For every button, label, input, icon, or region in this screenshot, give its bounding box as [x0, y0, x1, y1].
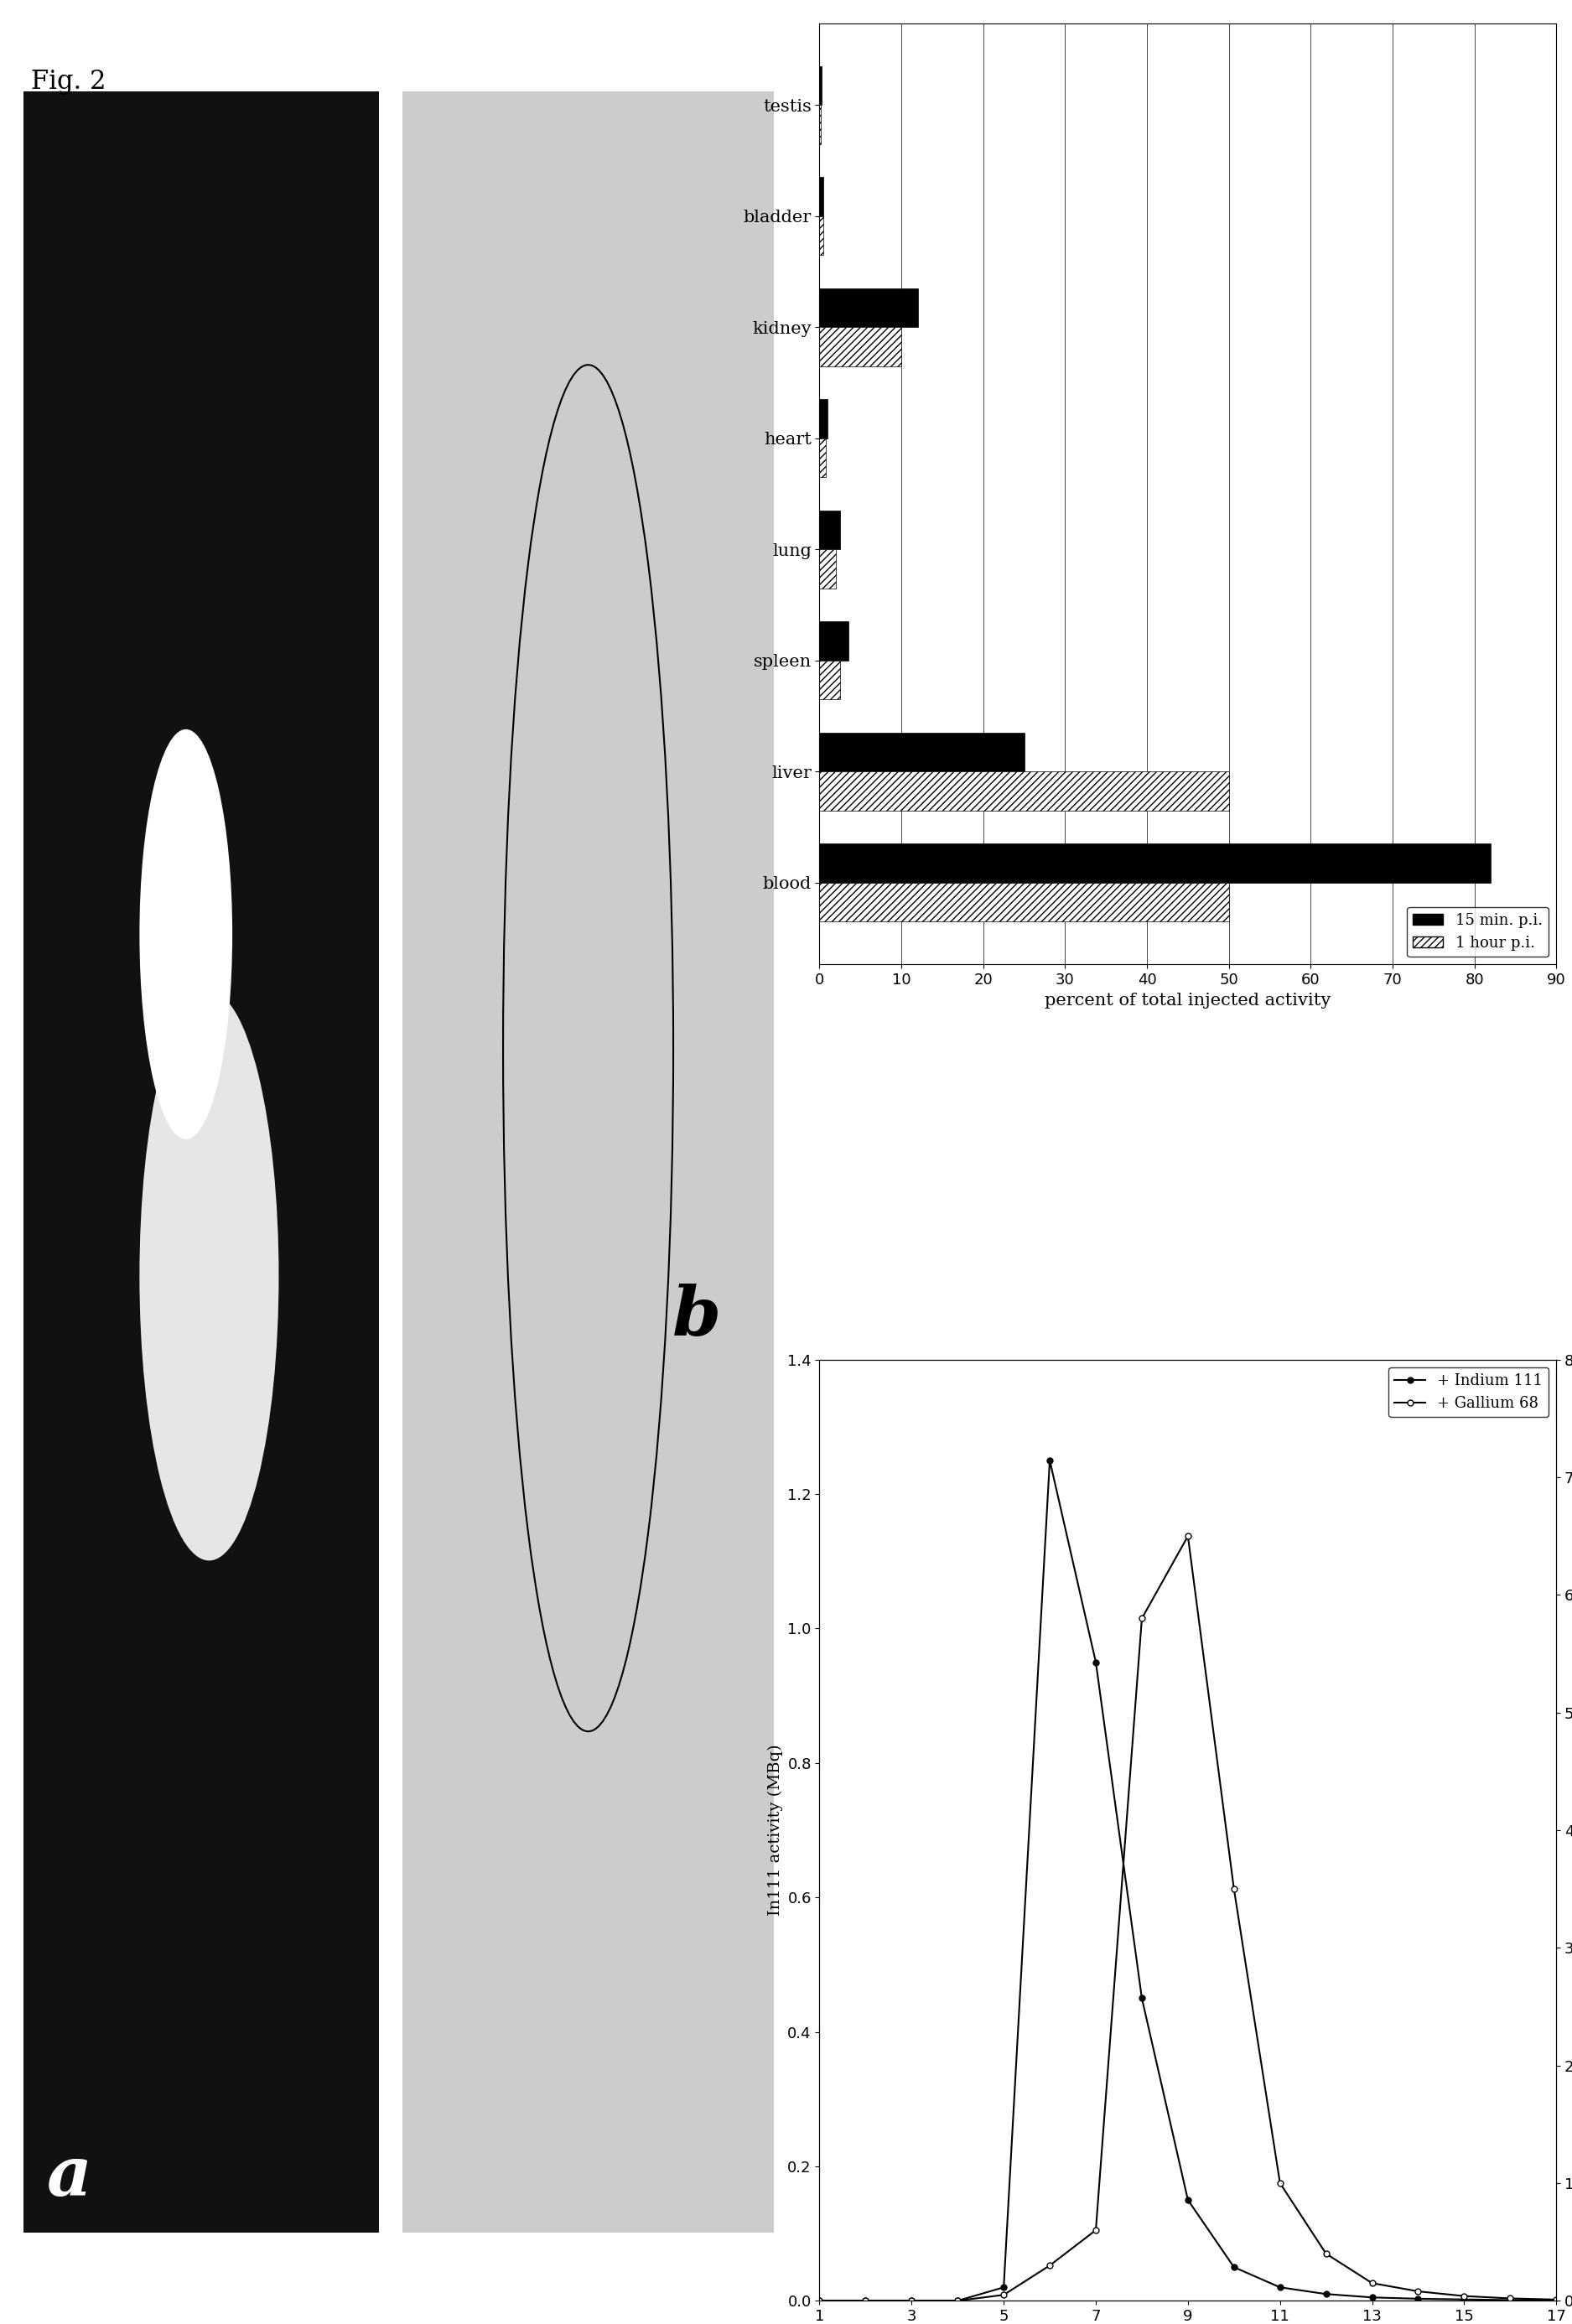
- + Gallium 68: [1454, 2282, 1473, 2310]
- + Indium 111: [1041, 1446, 1060, 1473]
- + Gallium 68: [810, 2287, 828, 2315]
- + Gallium 68: [1317, 2240, 1336, 2268]
- + Gallium 68: [1547, 2284, 1566, 2312]
- + Gallium 68: [1041, 2252, 1060, 2280]
- + Gallium 68: [1501, 2284, 1520, 2312]
- + Gallium 68: [1086, 2217, 1105, 2245]
- + Indium 111: [1225, 2254, 1243, 2282]
- Bar: [819, 105, 821, 144]
- Bar: [819, 883, 1229, 923]
- Text: b: b: [673, 1283, 722, 1350]
- Bar: [819, 772, 1229, 811]
- + Gallium 68: [1179, 1522, 1198, 1550]
- Bar: [24, 91, 379, 2233]
- Legend: + Indium 111, + Gallium 68: + Indium 111, + Gallium 68: [1388, 1367, 1548, 1418]
- Bar: [819, 328, 901, 365]
- Bar: [819, 177, 824, 216]
- Bar: [819, 844, 1490, 883]
- Bar: [819, 548, 836, 588]
- Y-axis label: In111 activity (MBq): In111 activity (MBq): [767, 1745, 783, 1915]
- Bar: [819, 439, 825, 476]
- Line: + Gallium 68: + Gallium 68: [816, 1534, 1559, 2303]
- Bar: [819, 621, 849, 660]
- + Indium 111: [1179, 2187, 1198, 2215]
- + Indium 111: [1086, 1648, 1105, 1676]
- + Gallium 68: [1225, 1875, 1243, 1903]
- + Indium 111: [1317, 2280, 1336, 2308]
- + Gallium 68: [948, 2287, 967, 2315]
- Bar: [819, 400, 828, 439]
- + Gallium 68: [1409, 2278, 1427, 2305]
- + Gallium 68: [1363, 2268, 1382, 2296]
- Bar: [819, 732, 1025, 772]
- + Gallium 68: [857, 2287, 876, 2315]
- + Gallium 68: [902, 2287, 921, 2315]
- + Indium 111: [1132, 1985, 1151, 2013]
- Text: c: c: [1564, 0, 1572, 14]
- + Indium 111: [1270, 2273, 1289, 2301]
- Line: + Indium 111: + Indium 111: [816, 1457, 1559, 2303]
- + Gallium 68: [1132, 1604, 1151, 1631]
- Text: Fig. 2: Fig. 2: [31, 70, 107, 95]
- Ellipse shape: [140, 990, 278, 1562]
- + Indium 111: [994, 2273, 1012, 2301]
- Bar: [819, 65, 822, 105]
- + Indium 111: [1454, 2284, 1473, 2312]
- X-axis label: percent of total injected activity: percent of total injected activity: [1045, 992, 1331, 1009]
- Ellipse shape: [140, 730, 233, 1139]
- + Indium 111: [1409, 2284, 1427, 2312]
- + Indium 111: [1501, 2287, 1520, 2315]
- Bar: [819, 216, 824, 256]
- + Indium 111: [948, 2287, 967, 2315]
- + Indium 111: [857, 2287, 876, 2315]
- + Gallium 68: [1270, 2168, 1289, 2196]
- Bar: [402, 91, 773, 2233]
- Bar: [819, 660, 839, 700]
- Legend: 15 min. p.i., 1 hour p.i.: 15 min. p.i., 1 hour p.i.: [1407, 906, 1548, 957]
- Bar: [819, 288, 918, 328]
- + Indium 111: [810, 2287, 828, 2315]
- + Indium 111: [1363, 2284, 1382, 2312]
- Bar: [819, 511, 839, 548]
- + Gallium 68: [994, 2280, 1012, 2308]
- Text: a: a: [47, 2143, 91, 2210]
- + Indium 111: [1547, 2287, 1566, 2315]
- + Indium 111: [902, 2287, 921, 2315]
